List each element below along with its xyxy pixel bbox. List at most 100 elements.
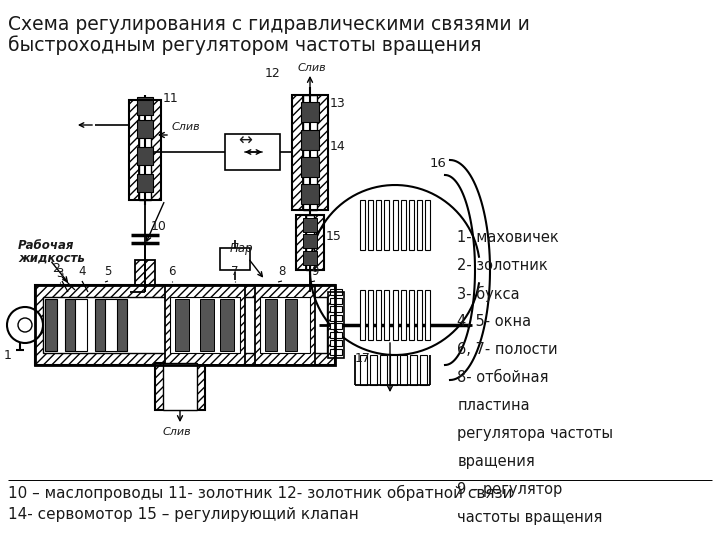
Bar xyxy=(301,184,319,204)
Bar xyxy=(328,292,344,358)
Bar xyxy=(390,355,397,385)
Text: 10: 10 xyxy=(151,220,167,233)
Bar xyxy=(330,306,342,312)
Bar xyxy=(35,285,335,365)
Circle shape xyxy=(18,318,32,332)
Text: Схема регулирования с гидравлическими связями и: Схема регулирования с гидравлическими св… xyxy=(8,15,530,34)
Text: 4: 4 xyxy=(78,265,86,278)
Text: Слив: Слив xyxy=(163,427,192,437)
Bar xyxy=(410,355,417,385)
Text: Слив: Слив xyxy=(298,63,327,73)
Bar xyxy=(303,95,317,210)
Text: регулятора частоты: регулятора частоты xyxy=(457,426,613,441)
Bar xyxy=(285,299,297,351)
Bar xyxy=(220,299,234,351)
Bar xyxy=(330,315,342,321)
Text: 9: 9 xyxy=(311,265,319,278)
Bar xyxy=(377,200,382,250)
Bar xyxy=(417,200,422,250)
Bar xyxy=(95,299,107,351)
Text: пластина: пластина xyxy=(457,398,530,413)
Bar xyxy=(380,355,387,385)
Text: 3- букса: 3- букса xyxy=(457,286,520,302)
Text: вращения: вращения xyxy=(457,454,535,469)
Bar xyxy=(400,200,405,250)
Text: 3: 3 xyxy=(56,267,63,280)
Bar xyxy=(384,200,390,250)
Bar xyxy=(105,299,117,351)
Text: частоты вращения: частоты вращения xyxy=(457,510,603,525)
Bar xyxy=(296,215,306,270)
Bar xyxy=(360,290,365,340)
Bar xyxy=(151,100,161,200)
Text: 10 – маслопроводы 11- золотник 12- золотник обратной связи: 10 – маслопроводы 11- золотник 12- золот… xyxy=(8,485,513,501)
Bar xyxy=(292,95,328,210)
Bar xyxy=(420,355,427,385)
Bar xyxy=(409,200,414,250)
Bar xyxy=(170,297,240,353)
Bar xyxy=(330,289,342,295)
Bar xyxy=(155,363,205,410)
Text: 1- маховичек: 1- маховичек xyxy=(457,230,559,245)
Text: Рабочая: Рабочая xyxy=(18,239,74,252)
Bar xyxy=(425,290,430,340)
Text: 2- золотник: 2- золотник xyxy=(457,258,548,273)
Bar xyxy=(75,299,87,351)
Bar xyxy=(330,349,342,355)
Bar xyxy=(360,200,365,250)
Text: 16: 16 xyxy=(430,157,447,170)
Bar xyxy=(265,299,277,351)
Text: 14: 14 xyxy=(330,140,346,153)
Text: 9 – регулятор: 9 – регулятор xyxy=(457,482,562,497)
Text: 11: 11 xyxy=(163,92,179,105)
Bar xyxy=(330,323,342,329)
Bar xyxy=(425,200,430,250)
Bar xyxy=(137,97,153,115)
Bar xyxy=(301,157,319,177)
Bar xyxy=(330,340,342,347)
Bar xyxy=(370,355,377,385)
Bar xyxy=(35,285,335,365)
Text: Слив: Слив xyxy=(172,122,201,132)
Bar xyxy=(368,200,373,250)
Text: ↔: ↔ xyxy=(238,132,252,150)
Bar xyxy=(377,290,382,340)
Text: 6, 7- полости: 6, 7- полости xyxy=(457,342,558,357)
Bar xyxy=(225,134,280,170)
Bar xyxy=(137,120,153,138)
Bar xyxy=(137,147,153,165)
Bar xyxy=(360,355,367,385)
Text: 12: 12 xyxy=(265,67,281,80)
Text: 17: 17 xyxy=(355,352,371,365)
Bar xyxy=(296,215,324,270)
Bar xyxy=(392,200,397,250)
Bar xyxy=(255,285,315,365)
Bar xyxy=(135,260,155,285)
Bar xyxy=(65,299,77,351)
Bar xyxy=(165,285,245,365)
Bar xyxy=(129,100,161,200)
Text: 6: 6 xyxy=(168,265,176,278)
Bar xyxy=(301,102,319,122)
Text: 1: 1 xyxy=(4,349,12,362)
Bar xyxy=(314,215,324,270)
Text: 2: 2 xyxy=(52,262,60,275)
Bar xyxy=(400,355,407,385)
Text: 8: 8 xyxy=(279,265,286,278)
Circle shape xyxy=(7,307,43,343)
Text: 5: 5 xyxy=(104,265,112,278)
Text: жидкость: жидкость xyxy=(18,252,85,265)
Bar xyxy=(301,130,319,150)
Bar xyxy=(45,299,57,351)
Bar xyxy=(417,290,422,340)
Bar xyxy=(317,95,328,210)
Bar xyxy=(129,100,139,200)
Bar xyxy=(139,100,151,200)
Bar xyxy=(200,299,214,351)
Text: 7: 7 xyxy=(231,265,239,278)
Text: быстроходным регулятором частоты вращения: быстроходным регулятором частоты вращени… xyxy=(8,35,482,55)
Bar xyxy=(303,234,317,248)
Text: 4, 5- окна: 4, 5- окна xyxy=(457,314,531,329)
Bar xyxy=(330,332,342,338)
Bar xyxy=(115,299,127,351)
